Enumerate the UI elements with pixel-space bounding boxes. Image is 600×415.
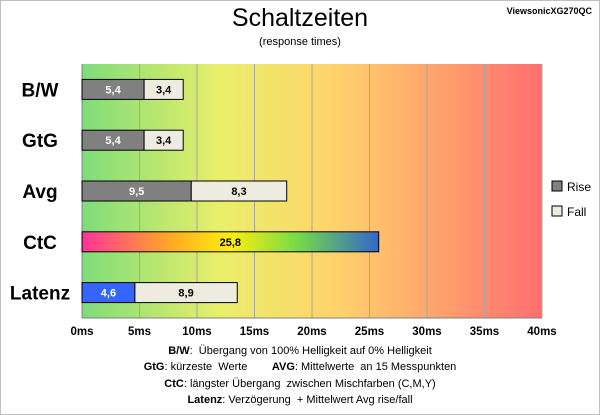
x-tick-label: 5ms [128, 326, 151, 338]
note-avg-key: AVG [271, 361, 295, 374]
x-tick-label: 25ms [355, 326, 384, 338]
chart-notes: B/W: Übergang von 100% Helligkeit auf 0%… [0, 343, 600, 409]
note-ctc: CtC: längster Übergang zwischen Mischfar… [0, 376, 600, 392]
x-tick-label: 30ms [412, 326, 441, 338]
category-label: Latenz [10, 284, 70, 305]
rise-bar [81, 231, 380, 253]
x-tick-label: 35ms [470, 326, 499, 338]
fall-value-label: 3,4 [156, 135, 172, 147]
note-ctc-key: CtC [164, 377, 184, 390]
category-label: B/W [22, 80, 59, 101]
rise-value-label: 4,6 [101, 288, 116, 300]
note-latenz-key: Latenz [187, 394, 223, 407]
legend-label: Rise [567, 180, 591, 194]
fall-value-label: 3,4 [156, 84, 172, 96]
x-tick-label: 20ms [297, 326, 326, 338]
fall-bar [134, 282, 238, 304]
rise-value-label: 5,4 [105, 135, 121, 147]
note-latenz: Latenz: Verzögerung + Mittelwert Avg ris… [0, 392, 600, 408]
rise-value-label: 25,8 [220, 237, 241, 249]
note-avg-text: : Mittelwerte an 15 Messpunkten [294, 361, 457, 374]
fall-bar [143, 78, 184, 100]
note-gtg-avg: GtG: kürzeste Werte AVG: Mittelwerte an … [0, 359, 600, 375]
legend-swatch [551, 205, 563, 217]
note-latenz-text: : Verzögerung + Mittelwert Avg rise/fall [222, 394, 413, 407]
x-tick-label: 40ms [527, 326, 556, 338]
x-tick-label: 0ms [70, 326, 93, 338]
legend-label: Fall [567, 205, 586, 219]
chart-title: Schaltzeiten [231, 4, 369, 32]
fall-bar [143, 129, 184, 151]
chart-legend: Rise Fall [551, 180, 591, 219]
note-bw: B/W: Übergang von 100% Helligkeit auf 0%… [0, 343, 600, 359]
fall-bar [190, 180, 288, 202]
monitor-model-label: ViewsonicXG270QC [506, 6, 592, 16]
chart-subtitle: (response times) [259, 36, 341, 48]
x-tick-label: 15ms [240, 326, 269, 338]
category-label: CtC [23, 233, 57, 254]
note-ctc-text: : längster Übergang zwischen Mischfarben… [183, 377, 436, 390]
note-bw-key: B/W [168, 345, 190, 357]
legend-swatch [551, 180, 563, 192]
category-label: Avg [22, 182, 57, 203]
fall-value-label: 8,3 [231, 186, 246, 198]
note-bw-text: : Übergang von 100% Helligkeit auf 0% He… [189, 345, 432, 357]
note-gtg-key: GtG [143, 361, 165, 374]
x-tick-label: 10ms [182, 326, 211, 338]
rise-value-label: 5,4 [105, 84, 121, 96]
category-label: GtG [22, 131, 58, 152]
rise-value-label: 9,5 [129, 186, 144, 198]
fall-value-label: 8,9 [178, 288, 193, 300]
note-gtg-text: : kürzeste Werte [164, 361, 272, 374]
